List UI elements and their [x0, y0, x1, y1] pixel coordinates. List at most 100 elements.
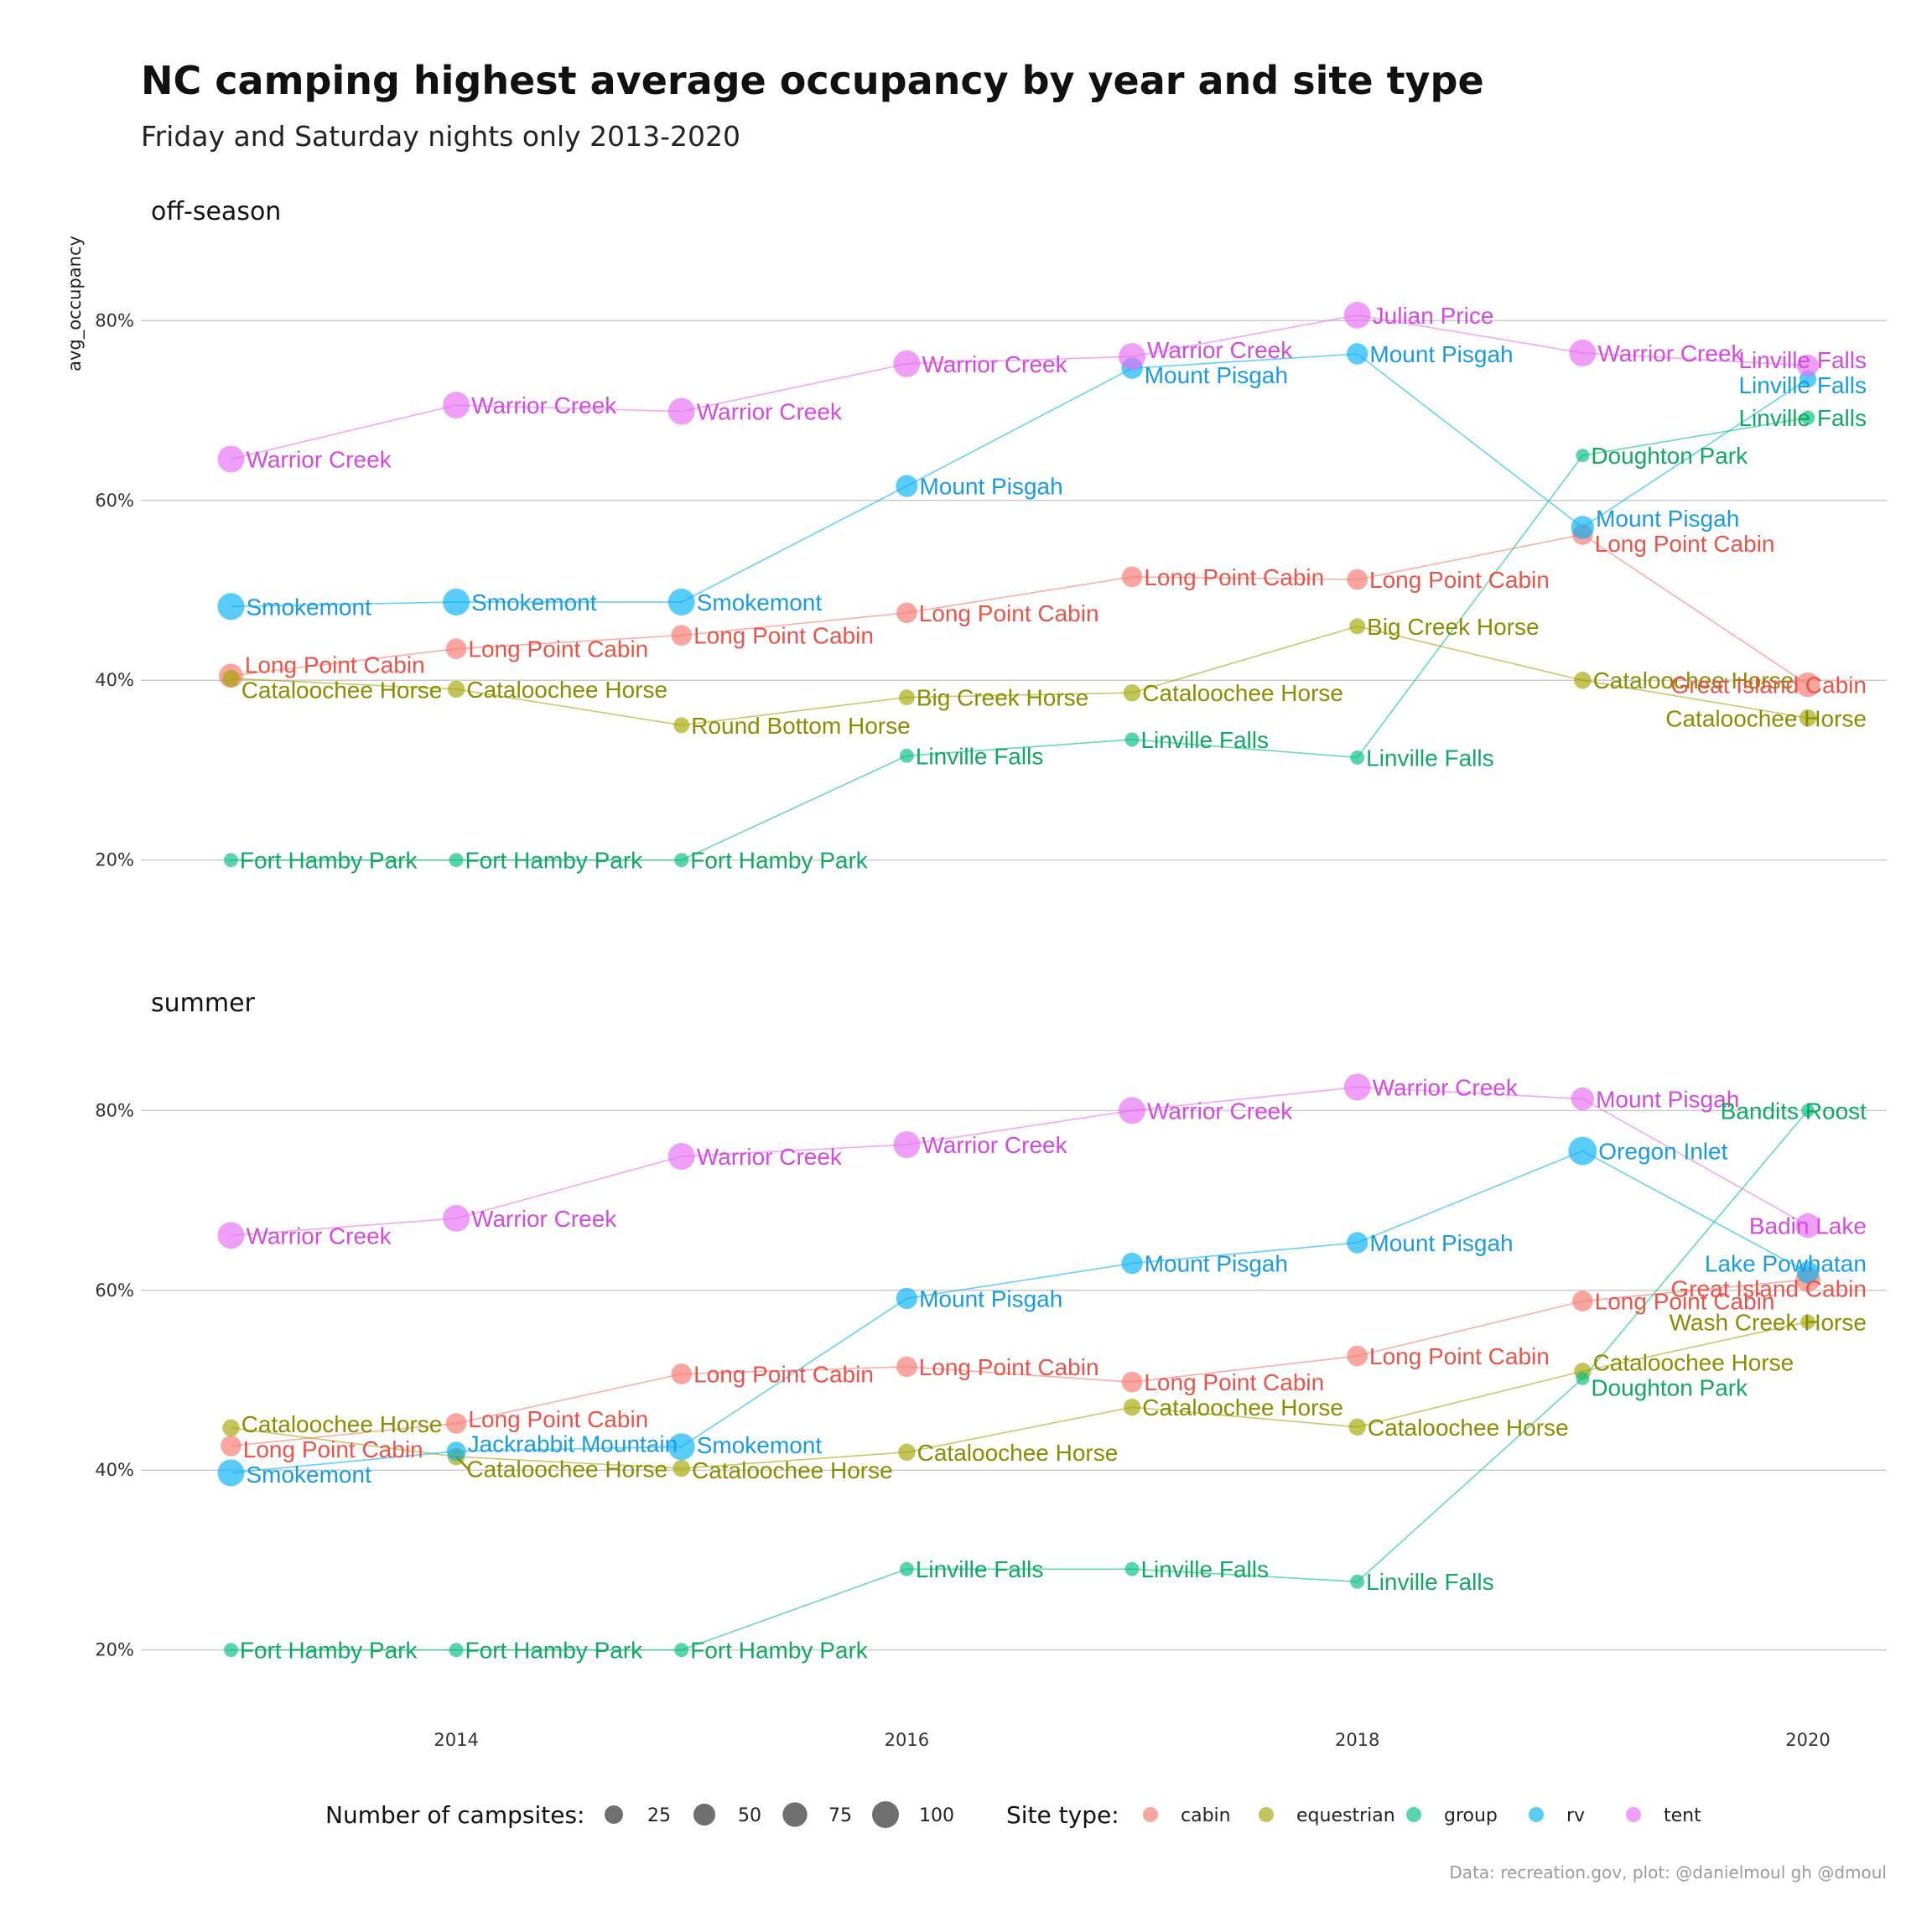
legend-color-key-cabin: [1143, 1807, 1158, 1822]
point-tent: [217, 445, 245, 473]
point-label: Long Point Cabin: [245, 652, 425, 678]
legend-color-label: group: [1444, 1805, 1498, 1826]
y-tick-label: 60%: [95, 491, 134, 511]
legend-size-label: 25: [647, 1805, 671, 1826]
point-label: Jackrabbit Mountain: [468, 1431, 678, 1457]
point-label: Long Point Cabin: [1369, 1343, 1550, 1369]
point-label: Mount Pisgah: [1596, 506, 1739, 532]
point-group: [1576, 1371, 1590, 1385]
series-line-group: [231, 1109, 1809, 1651]
point-label: Cataloochee Horse: [466, 1457, 667, 1483]
point-label: Long Point Cabin: [468, 636, 648, 662]
point-tent: [443, 392, 470, 419]
legend-size-label: 75: [828, 1805, 852, 1826]
point-tent: [1796, 354, 1820, 377]
series-line-tent: [231, 1086, 1809, 1237]
legend-size-title: Number of campsites:: [325, 1801, 584, 1829]
point-group: [224, 1643, 238, 1658]
point-rv: [896, 475, 918, 497]
point-cabin: [896, 602, 917, 624]
point-tent: [667, 1143, 695, 1171]
point-label: Warrior Creek: [471, 392, 617, 418]
point-group: [449, 853, 464, 868]
point-tent: [1569, 339, 1597, 366]
point-label: Linville Falls: [1738, 347, 1867, 373]
point-label: Warrior Creek: [1597, 340, 1743, 366]
point-cabin: [1795, 672, 1820, 698]
point-group: [1576, 449, 1590, 463]
point-cabin: [671, 625, 693, 646]
point-label: Mount Pisgah: [1369, 1230, 1513, 1256]
y-tick-label: 80%: [95, 310, 134, 330]
point-label: Doughton Park: [1591, 1375, 1748, 1401]
label-leader: [455, 1456, 470, 1470]
legend-size-key: [782, 1802, 808, 1827]
point-label: Linville Falls: [916, 1556, 1044, 1582]
point-label: Cataloochee Horse: [1368, 1415, 1569, 1441]
point-equestrian: [673, 717, 690, 734]
point-label: Warrior Creek: [1147, 337, 1293, 363]
point-label: Long Point Cabin: [919, 600, 1099, 626]
point-group: [674, 1643, 689, 1658]
point-equestrian: [447, 680, 465, 699]
legend-size-key: [693, 1803, 716, 1826]
legend-color-label: rv: [1566, 1805, 1585, 1826]
point-cabin: [671, 1363, 693, 1384]
point-label: Mount Pisgah: [1369, 341, 1513, 367]
point-label: Cataloochee Horse: [1593, 1350, 1794, 1376]
legend-size-key: [872, 1801, 899, 1828]
point-label: Doughton Park: [1591, 443, 1748, 469]
point-tent: [667, 397, 695, 425]
point-label: Cataloochee Horse: [1593, 667, 1794, 693]
point-group: [449, 1643, 464, 1658]
point-label: Long Point Cabin: [1144, 564, 1324, 590]
point-label: Warrior Creek: [246, 446, 392, 472]
point-label: Wash Creek Horse: [1669, 1309, 1866, 1335]
point-label: Long Point Cabin: [243, 1436, 423, 1462]
point-label: Smokemont: [246, 594, 371, 620]
point-equestrian: [222, 669, 240, 688]
chart-title: NC camping highest average occupancy by …: [141, 58, 1484, 103]
point-group: [674, 853, 689, 868]
legend-color-label: equestrian: [1296, 1805, 1395, 1826]
point-cabin: [221, 1435, 242, 1457]
x-tick-label: 2014: [434, 1730, 478, 1750]
point-label: Bandits Roost: [1721, 1098, 1867, 1124]
point-rv: [1568, 1136, 1597, 1166]
point-label: Warrior Creek: [246, 1223, 392, 1249]
point-group: [1800, 410, 1815, 425]
point-label: Smokemont: [471, 589, 597, 615]
point-label: Cataloochee Horse: [242, 677, 443, 703]
point-equestrian: [898, 689, 915, 706]
point-label: Linville Falls: [1738, 405, 1867, 431]
series-line-rv: [231, 1150, 1809, 1474]
point-cabin: [1572, 1291, 1593, 1311]
point-label: Lake Powhatan: [1705, 1251, 1867, 1277]
facet-title: off-season: [151, 197, 281, 226]
point-label: Julian Price: [1373, 303, 1494, 329]
point-label: Linville Falls: [916, 743, 1044, 769]
legend: Number of campsites: 25 50 75 100 Site type: c…: [325, 1801, 1701, 1829]
point-group: [1124, 1561, 1140, 1576]
legend-color-key-group: [1406, 1807, 1421, 1822]
point-tent: [1343, 1073, 1371, 1101]
point-label: Fort Hamby Park: [690, 848, 869, 874]
point-label: Long Point Cabin: [1144, 1369, 1324, 1395]
point-rv: [217, 593, 245, 621]
point-group: [224, 853, 238, 868]
point-label: Round Bottom Horse: [691, 713, 910, 739]
point-label: Fort Hamby Park: [240, 848, 418, 874]
point-cabin: [1121, 566, 1143, 588]
point-rv: [443, 588, 470, 615]
point-label: Big Creek Horse: [917, 685, 1088, 711]
point-label: Cataloochee Horse: [242, 1411, 443, 1437]
point-rv: [1121, 1252, 1143, 1275]
point-label: Warrior Creek: [1147, 1098, 1293, 1124]
point-label: Badin Lake: [1749, 1213, 1867, 1239]
point-label: Warrior Creek: [471, 1206, 617, 1232]
point-group: [1350, 750, 1365, 765]
point-label: Linville Falls: [1738, 372, 1867, 398]
point-label: Mount Pisgah: [1596, 1086, 1739, 1112]
point-label: Smokemont: [697, 1432, 823, 1458]
